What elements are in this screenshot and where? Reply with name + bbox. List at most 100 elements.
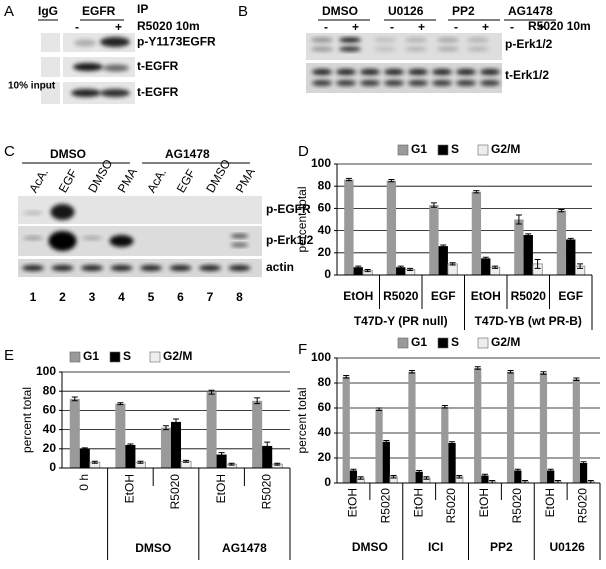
error-bar	[558, 209, 565, 213]
bar	[556, 210, 567, 275]
bar	[69, 398, 80, 468]
bar	[481, 258, 491, 275]
treatment-label: R5020 10m	[528, 19, 591, 33]
legend-label: S	[123, 349, 131, 363]
y-axis-label: percent total	[20, 387, 34, 453]
lane-label: PMA	[115, 166, 140, 196]
blot-membrane	[41, 33, 60, 52]
error-bar	[481, 473, 488, 478]
bar	[547, 470, 555, 483]
bar	[252, 400, 263, 468]
bar	[170, 421, 182, 468]
blot-band	[374, 37, 396, 43]
legend-label: G1	[411, 335, 427, 349]
error-bar	[473, 190, 480, 194]
blot-row-label: t-Erk1/2	[505, 68, 549, 82]
lane-group: AG1478	[508, 4, 553, 18]
lane-label: EGF	[56, 167, 80, 195]
x-tick-label: R5020	[576, 488, 590, 524]
blot-membrane	[306, 63, 502, 93]
treatment-sign: +	[115, 20, 122, 34]
blot-band	[169, 265, 192, 271]
bar	[448, 443, 456, 483]
legend-swatch	[437, 337, 449, 349]
blot-band	[408, 69, 428, 75]
error-bar	[482, 256, 489, 260]
error-bar	[474, 366, 481, 370]
error-bar	[388, 179, 395, 183]
legend-swatch	[397, 144, 409, 156]
bar	[349, 470, 358, 483]
blot-band	[312, 69, 332, 75]
group-label: U0126	[549, 540, 585, 554]
error-bar	[449, 262, 456, 266]
lane-number: 2	[59, 290, 66, 304]
blot-band	[103, 64, 129, 72]
blot-band	[100, 37, 130, 47]
bar	[115, 403, 126, 468]
blot-band	[228, 265, 251, 271]
panel-letter: E	[4, 347, 14, 364]
y-tick-label: 60	[43, 403, 57, 417]
panel-letter: B	[238, 3, 248, 20]
blot-membrane	[41, 82, 60, 104]
blot-membrane	[306, 33, 502, 60]
blot-band	[480, 69, 500, 75]
x-tick-label: EtOH	[214, 474, 228, 503]
error-bar	[127, 443, 134, 447]
bar	[375, 409, 383, 483]
blot-band	[339, 46, 361, 52]
x-tick-label: EtOH	[543, 488, 557, 517]
error-bar	[162, 425, 169, 431]
blot-band	[82, 236, 102, 240]
y-tick-label: 80	[43, 383, 57, 397]
y-tick-label: 0	[324, 267, 331, 281]
panel-letter: D	[298, 143, 309, 160]
x-tick-label: R5020	[510, 488, 524, 524]
legend-label: S	[451, 142, 459, 156]
error-bar	[397, 265, 404, 269]
blot-band	[360, 80, 380, 86]
error-bar	[408, 370, 415, 374]
y-tick-label: 20	[318, 450, 332, 464]
blot-band	[230, 243, 249, 247]
treatment-sign: -	[454, 20, 458, 34]
blot-band	[140, 265, 162, 271]
x-tick-label: R5020	[383, 289, 419, 303]
bar	[342, 376, 350, 483]
y-tick-label: 20	[43, 441, 57, 455]
blot-band	[22, 265, 44, 271]
x-tick-label: R5020	[259, 474, 273, 510]
legend-swatch	[69, 351, 81, 363]
bar	[523, 235, 533, 275]
bar	[408, 371, 416, 483]
blot-band	[405, 37, 427, 43]
legend-swatch	[109, 351, 121, 363]
bar	[447, 263, 458, 276]
lane-label: PMA	[233, 166, 258, 196]
blot-band	[74, 39, 96, 47]
bar	[125, 444, 136, 468]
group-label: T47D-YB (wt PR-B)	[475, 314, 582, 328]
bar	[160, 427, 171, 468]
blot-band	[405, 46, 427, 52]
y-tick-label: 100	[36, 364, 56, 378]
error-bar	[137, 460, 144, 464]
error-bar	[390, 475, 397, 479]
blot-row-label: actin	[266, 260, 294, 274]
lane-number: 4	[118, 290, 125, 304]
legend-label: G2/M	[163, 349, 192, 363]
error-bar	[540, 371, 547, 375]
lane-label: EGF	[174, 167, 198, 195]
blot-row-label: p-Erk1/2	[266, 233, 314, 247]
error-bar	[430, 202, 437, 208]
x-tick-label: EtOH	[343, 289, 373, 303]
lane-group: AG1478	[165, 147, 210, 161]
blot-band	[432, 80, 452, 86]
blot-band	[456, 69, 476, 75]
treatment-sign: -	[75, 20, 79, 34]
x-tick-label: R5020	[444, 488, 458, 524]
lane-number: 6	[177, 290, 184, 304]
group-label: T47D-Y (PR null)	[354, 314, 448, 328]
